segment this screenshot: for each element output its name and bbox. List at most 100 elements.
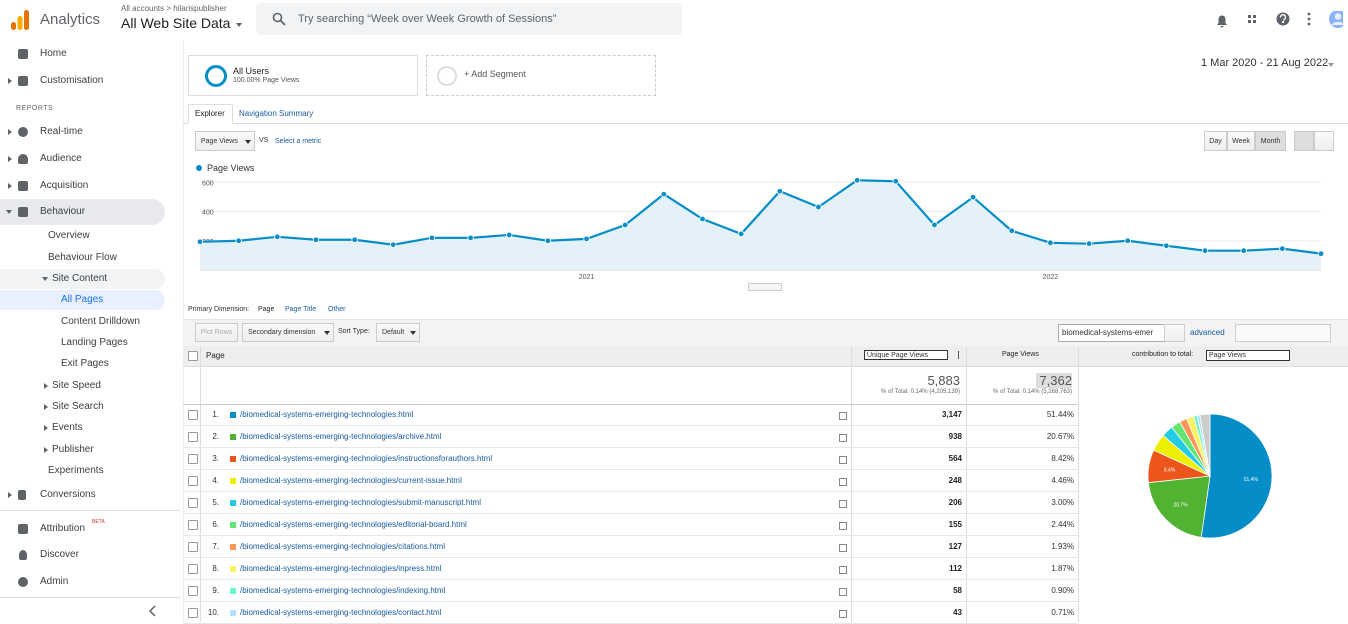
breadcrumb[interactable]: All accounts > hilarispublisher [121,4,227,13]
nav-item[interactable]: Admin [40,576,69,587]
nav-item[interactable]: Exit Pages [61,358,109,369]
secondary-dimension[interactable]: Secondary dimension [242,323,334,342]
point [274,233,281,241]
nav-item[interactable]: Landing Pages [61,337,128,348]
nav-item[interactable]: Conversions [40,489,96,500]
table-header [183,346,1348,367]
expand-arrow [44,383,48,389]
page-link[interactable]: /biomedical-systems-emerging-technologie… [240,454,493,463]
page-link[interactable]: /biomedical-systems-emerging-technologie… [240,520,467,529]
select-metric[interactable]: Select a metric [275,138,322,145]
advanced-link[interactable]: advanced [1190,328,1225,337]
property-selector[interactable]: All Web Site Data [121,15,231,31]
nav-item[interactable]: Home [40,48,67,59]
page-views-share: 0.90% [1051,586,1074,595]
nav-item[interactable]: Site Content [52,273,108,284]
unique-page-views: 248 [948,476,962,485]
page-link[interactable]: /biomedical-systems-emerging-technologie… [240,542,445,551]
period-button[interactable]: Month [1255,131,1286,151]
dimension-option[interactable]: Page Title [285,306,317,313]
checkbox[interactable] [188,410,198,420]
page-link[interactable]: /biomedical-systems-emerging-technologie… [240,410,414,419]
period-button[interactable]: Week [1227,131,1255,151]
checkbox[interactable] [188,542,198,552]
nav-item[interactable]: Site Search [52,401,104,412]
tab-label[interactable]: Explorer [195,109,225,118]
page-link[interactable]: /biomedical-systems-emerging-technologie… [240,608,442,617]
column-header[interactable]: Unique Page Views [864,350,948,360]
nav-item[interactable]: Attribution [40,523,86,534]
page-link[interactable]: /biomedical-systems-emerging-technologie… [240,586,446,595]
add-segment-label: + Add Segment [464,69,526,79]
page-link[interactable]: /biomedical-systems-emerging-technologie… [240,432,442,441]
nav-item[interactable]: Events [52,422,83,433]
tab-active[interactable] [188,104,233,124]
dimension-option[interactable]: Other [328,306,346,313]
nav-item[interactable]: Overview [48,230,90,241]
nav-item[interactable]: Site Speed [52,380,101,391]
expand-arrow [44,425,48,431]
contribution-select[interactable]: Page Views [1206,350,1290,361]
checkbox[interactable] [188,564,198,574]
checkbox[interactable] [188,498,198,508]
checkbox[interactable] [188,432,198,442]
view-toggles[interactable] [1235,324,1331,342]
table-search[interactable]: biomedical-systems-emer [1058,324,1166,342]
page-link[interactable]: /biomedical-systems-emerging-technologie… [240,476,462,485]
open-link-icon [839,456,847,464]
column-header[interactable]: Page Views [1002,351,1039,358]
nav-item[interactable]: Behaviour [40,206,86,217]
nav-item[interactable]: Customisation [40,75,104,86]
checkbox[interactable] [188,454,198,464]
sort-type-select[interactable]: Default [376,323,420,342]
nav-item[interactable]: Experiments [48,465,104,476]
search-box[interactable] [256,3,682,35]
nav-item[interactable]: Discover [40,549,79,560]
page-views-share: 20.67% [1046,432,1074,441]
checkbox[interactable] [188,476,198,486]
period-button[interactable]: Day [1204,131,1227,151]
nav-item[interactable]: Acquisition [40,180,89,191]
column-divider [200,346,201,622]
nav-item[interactable]: Real-time [40,126,83,137]
nav-item[interactable]: All Pages [61,294,104,305]
page-link[interactable]: /biomedical-systems-emerging-technologie… [240,564,442,573]
total-value: 5,883 [927,373,960,388]
search-icon [272,12,286,26]
plot-rows-button[interactable]: Plot Rows [195,323,238,342]
search-placeholder: Try searching “Week over Week Growth of … [298,13,557,25]
checkbox[interactable] [188,351,198,361]
segment-detail: 100.00% Page Views [233,77,300,84]
page-link[interactable]: /biomedical-systems-emerging-technologie… [240,498,481,507]
page-views-share: 0.71% [1051,608,1074,617]
nav-item[interactable]: Publisher [52,444,94,455]
behaviour-icon [18,207,28,217]
nav-item[interactable]: Content Drilldown [61,316,140,327]
pie-slice [1200,413,1273,539]
tab-label[interactable]: Navigation Summary [239,109,314,118]
chart-resize-handle[interactable] [748,283,782,291]
open-link-icon [839,544,847,552]
chart-type-button[interactable] [1294,131,1314,151]
checkbox[interactable] [188,608,198,618]
collapse-sidebar[interactable] [148,605,158,617]
unique-page-views: 564 [948,454,962,463]
row-rank: 4. [212,476,219,485]
date-range[interactable]: 1 Mar 2020 - 21 Aug 2022 [1201,57,1329,69]
nav-item[interactable]: Audience [40,153,82,164]
page-views-share: 4.46% [1051,476,1074,485]
checkbox[interactable] [188,586,198,596]
dimension-active: Page [258,306,275,313]
segment-circle [205,65,227,87]
secondary-dimension-label: Secondary dimension [248,329,316,336]
checkbox[interactable] [188,520,198,530]
metric-select[interactable]: Page Views [195,131,255,151]
column-header[interactable]: Page [206,351,225,360]
search-button[interactable] [1164,324,1185,342]
chart-type-button[interactable] [1314,131,1334,151]
nav-item[interactable]: Behaviour Flow [48,252,117,263]
segment-card[interactable] [188,55,418,96]
point [660,190,668,198]
add-segment[interactable] [426,55,656,96]
